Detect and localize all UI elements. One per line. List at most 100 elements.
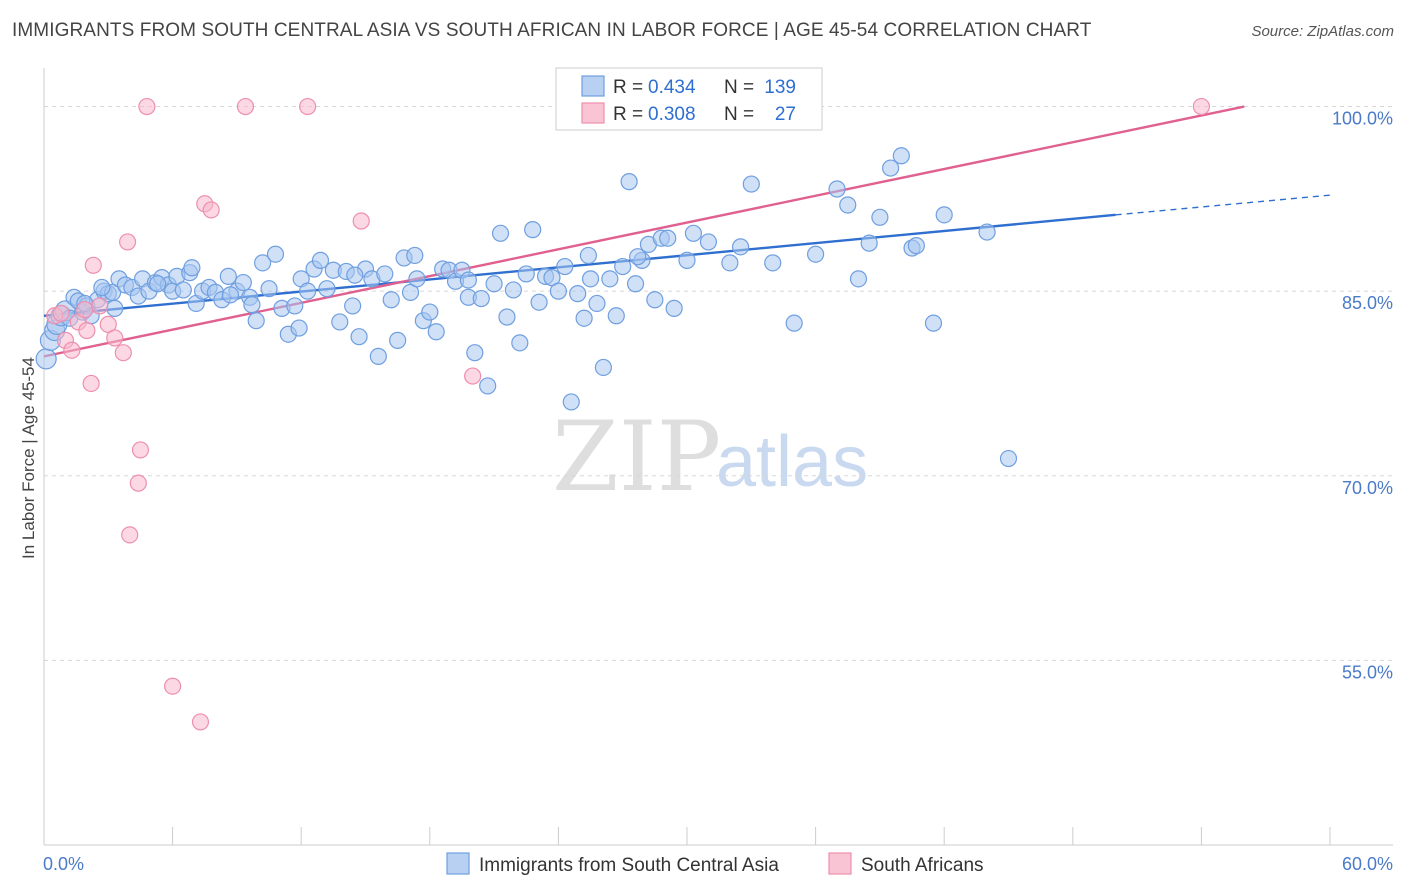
point-south-african	[106, 329, 124, 347]
legend-r-value-blue: 0.434	[648, 77, 696, 98]
legend-n-value-pink: 27	[775, 104, 796, 125]
point-south-central-asia	[594, 358, 613, 377]
point-south-central-asia	[254, 254, 272, 272]
point-south-central-asia	[459, 271, 477, 289]
point-south-central-asia	[266, 245, 285, 263]
legend-swatch-blue	[581, 75, 605, 97]
y-axis-label: In Labor Force | Age 45-54	[19, 357, 38, 559]
point-south-central-asia	[549, 282, 568, 300]
point-south-central-asia	[684, 224, 703, 242]
point-south-central-asia	[511, 334, 529, 352]
point-south-african	[52, 304, 70, 322]
point-south-central-asia	[421, 303, 439, 321]
point-south-central-asia	[369, 347, 387, 365]
bottom-legend-swatch-blue	[446, 852, 470, 875]
legend-n-label-pink: N =	[724, 104, 754, 125]
point-south-central-asia	[491, 224, 510, 242]
point-south-african	[121, 526, 139, 544]
point-south-african	[114, 344, 132, 362]
point-south-central-asia	[892, 147, 910, 165]
y-tick-label: 85.0%	[1342, 293, 1393, 313]
point-south-central-asia	[234, 273, 252, 292]
legend-r-label-pink: R =	[613, 104, 643, 125]
bottom-legend-label-pink: South Africans	[861, 855, 984, 876]
watermark-zip: ZIP	[552, 401, 721, 513]
point-south-african	[91, 297, 109, 315]
point-south-central-asia	[614, 257, 632, 276]
point-south-central-asia	[427, 323, 445, 341]
point-south-central-asia	[659, 229, 677, 247]
y-tick-labels: 55.0% 70.0% 85.0% 100.0%	[1332, 109, 1393, 683]
point-south-central-asia	[764, 254, 782, 272]
point-south-central-asia	[106, 299, 124, 317]
chart-title: IMMIGRANTS FROM SOUTH CENTRAL ASIA VS SO…	[12, 20, 1092, 41]
point-south-central-asia	[93, 278, 111, 297]
bottom-legend-label-blue: Immigrants from South Central Asia	[479, 855, 779, 876]
point-south-central-asia	[699, 233, 718, 251]
y-tick-label: 100.0%	[1332, 109, 1393, 129]
point-south-central-asia	[286, 297, 304, 315]
bottom-legend-swatch-pink	[828, 852, 852, 875]
point-south-central-asia	[828, 180, 846, 198]
point-south-central-asia	[849, 270, 868, 288]
point-south-central-asia	[504, 281, 522, 299]
axes	[43, 68, 1393, 846]
point-south-central-asia	[601, 270, 619, 288]
point-south-african	[118, 233, 137, 251]
point-south-central-asia	[924, 314, 943, 332]
point-south-central-asia	[472, 289, 490, 308]
point-south-central-asia	[311, 251, 330, 269]
chart-source: Source: ZipAtlas.com	[1251, 23, 1394, 40]
point-south-central-asia	[466, 344, 484, 362]
point-south-central-asia	[183, 259, 201, 277]
point-south-african	[82, 374, 100, 393]
point-south-african	[131, 441, 150, 459]
point-south-african	[236, 97, 255, 116]
point-south-central-asia	[721, 254, 739, 272]
legend-n-label-blue: N =	[724, 77, 754, 98]
point-south-african	[78, 321, 96, 340]
point-south-central-asia	[907, 237, 925, 255]
point-south-central-asia	[344, 297, 362, 315]
point-south-central-asia	[646, 291, 664, 309]
trend-line-south-central-asia-extension	[1115, 194, 1331, 216]
point-south-central-asia	[978, 223, 996, 241]
point-south-central-asia	[517, 265, 535, 283]
point-south-central-asia	[607, 307, 625, 325]
point-south-central-asia	[260, 280, 278, 298]
point-south-central-asia	[839, 196, 857, 214]
point-south-central-asia	[882, 159, 900, 177]
point-south-central-asia	[299, 282, 317, 300]
legend-swatch-pink	[581, 102, 605, 124]
point-south-central-asia	[331, 313, 349, 331]
point-south-african	[191, 713, 210, 731]
y-tick-label: 70.0%	[1342, 478, 1393, 498]
point-south-central-asia	[243, 296, 261, 314]
point-south-central-asia	[626, 275, 645, 293]
x-tick-label-min: 0.0%	[43, 854, 84, 874]
point-south-central-asia	[665, 299, 683, 317]
point-south-central-asia	[318, 280, 336, 298]
point-south-central-asia	[581, 270, 600, 288]
point-south-african	[202, 201, 220, 219]
point-south-central-asia	[389, 331, 407, 349]
legend-r-label-blue: R =	[613, 77, 643, 98]
point-south-african	[299, 97, 317, 116]
trend-line-south-african	[43, 105, 1245, 358]
point-south-central-asia	[785, 314, 803, 332]
point-south-central-asia	[629, 248, 647, 266]
point-south-african	[84, 256, 102, 274]
point-south-central-asia	[247, 312, 265, 330]
legend: R = 0.434 N = 139 R = 0.308 N = 27	[555, 67, 823, 131]
point-south-african	[352, 212, 370, 230]
point-south-central-asia	[860, 234, 878, 252]
y-tick-label: 55.0%	[1342, 662, 1393, 682]
bottom-legend: Immigrants from South Central Asia South…	[446, 852, 984, 876]
point-south-central-asia	[524, 221, 542, 239]
point-south-african	[164, 677, 182, 695]
point-south-african	[464, 367, 482, 385]
x-tick-label-max: 60.0%	[1342, 854, 1393, 874]
point-south-african	[129, 474, 147, 492]
point-south-central-asia	[174, 281, 192, 299]
